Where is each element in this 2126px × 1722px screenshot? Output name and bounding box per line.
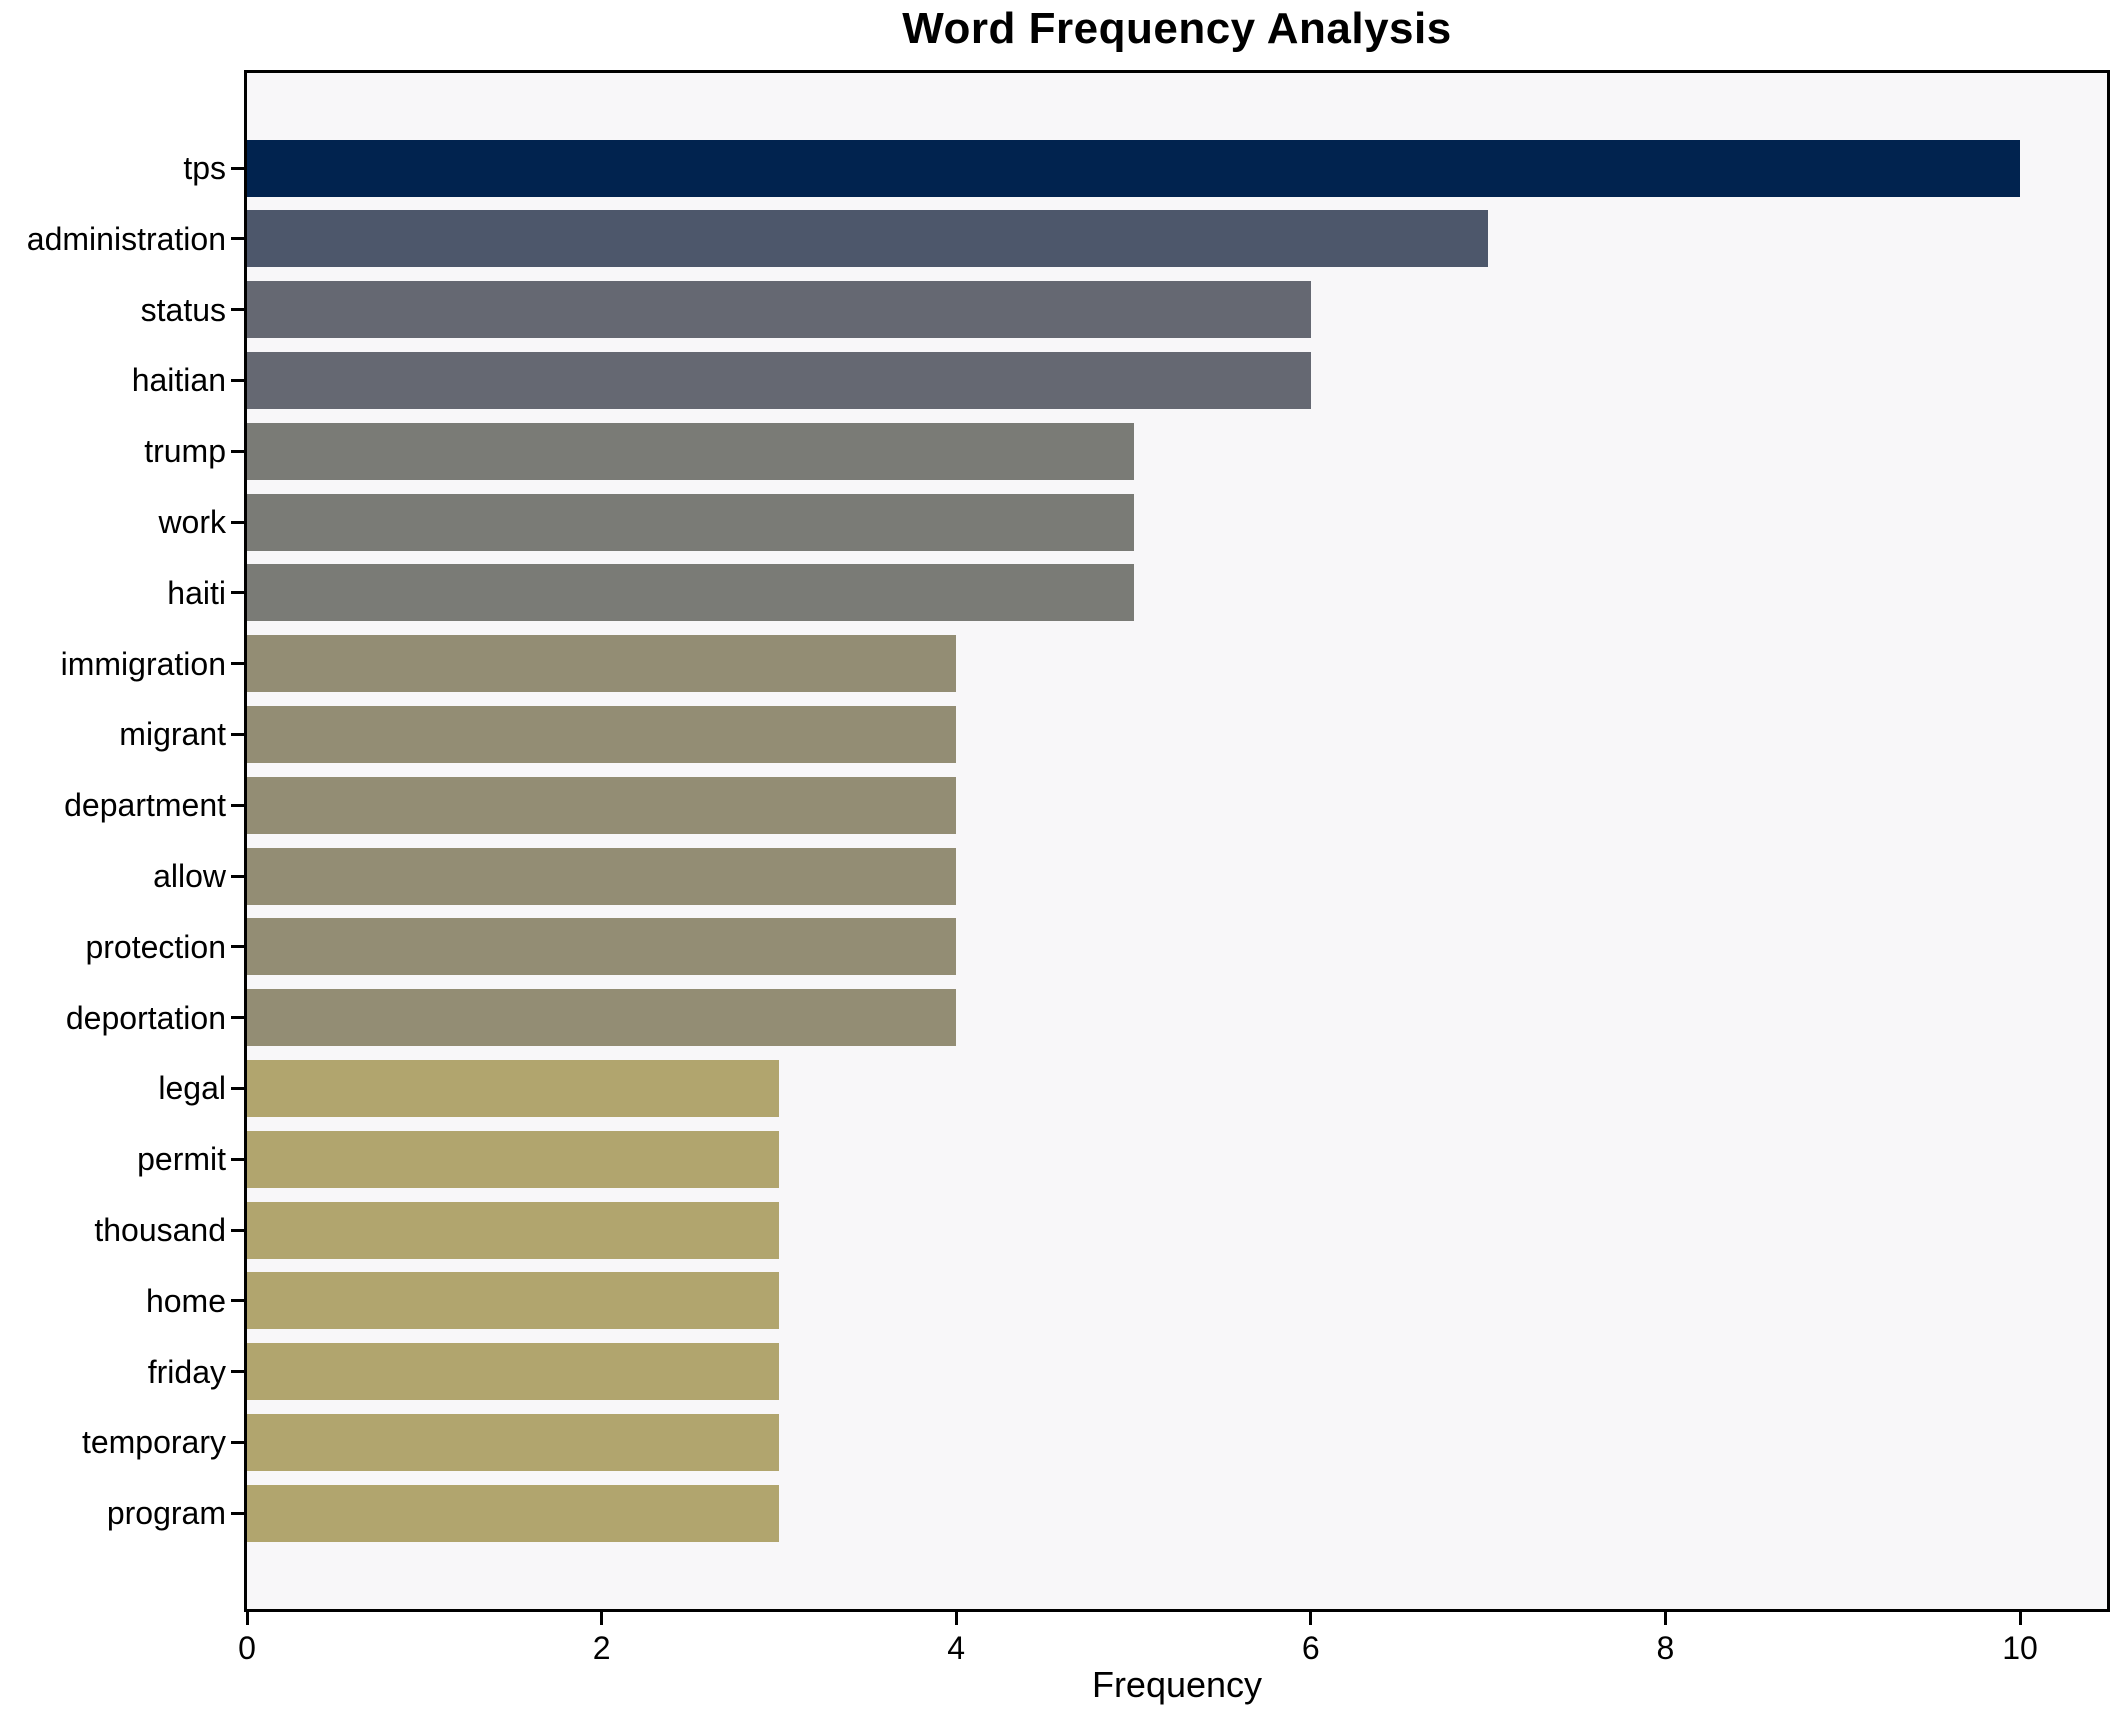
y-tick-mark — [231, 166, 244, 170]
y-tick-mark — [231, 1370, 244, 1374]
y-tick-mark — [231, 520, 244, 524]
bar-legal — [247, 1059, 779, 1117]
bar-department — [247, 776, 957, 834]
y-tick-label-deportation: deportation — [65, 999, 226, 1036]
bar-permit — [247, 1130, 779, 1188]
bar-haiti — [247, 564, 1134, 622]
bar-trump — [247, 422, 1134, 480]
bar-migrant — [247, 705, 957, 763]
y-tick-mark — [231, 1016, 244, 1020]
x-tick-mark — [600, 1612, 604, 1625]
y-tick-mark — [231, 1299, 244, 1303]
x-tick-label-8: 8 — [1656, 1630, 1675, 1666]
y-tick-mark — [231, 378, 244, 382]
y-tick-label-haitian: haitian — [131, 362, 226, 399]
y-tick-label-allow: allow — [153, 858, 226, 894]
bar-protection — [247, 918, 957, 976]
bar-thousand — [247, 1201, 779, 1259]
x-tick-mark — [2018, 1612, 2022, 1625]
y-tick-label-thousand: thousand — [94, 1212, 226, 1248]
bar-administration — [247, 210, 1489, 268]
y-tick-label-legal: legal — [158, 1070, 226, 1107]
x-tick-label-10: 10 — [2002, 1630, 2038, 1666]
bar-tps — [247, 139, 2020, 197]
y-tick-label-haiti: haiti — [167, 574, 226, 611]
y-tick-mark — [231, 1157, 244, 1161]
y-tick-mark — [231, 237, 244, 241]
y-tick-mark — [231, 945, 244, 949]
x-tick-label-0: 0 — [238, 1630, 256, 1666]
x-tick-mark — [954, 1612, 958, 1625]
x-tick-label-6: 6 — [1301, 1630, 1320, 1666]
y-tick-mark — [231, 1440, 244, 1444]
y-tick-label-home: home — [145, 1282, 226, 1319]
x-axis-label: Frequency — [1091, 1664, 1263, 1705]
y-tick-mark — [231, 1086, 244, 1090]
x-tick-label-4: 4 — [947, 1630, 966, 1666]
y-tick-label-friday: friday — [147, 1353, 226, 1390]
chart-title: Word Frequency Analysis — [902, 4, 1452, 53]
y-tick-mark — [231, 308, 244, 312]
bar-immigration — [247, 635, 957, 693]
bar-home — [247, 1272, 779, 1330]
y-tick-mark — [231, 1511, 244, 1515]
y-tick-label-trump: trump — [144, 433, 226, 470]
y-tick-label-migrant: migrant — [119, 716, 226, 753]
x-tick-mark — [1663, 1612, 1667, 1625]
y-tick-label-permit: permit — [137, 1141, 226, 1178]
y-tick-mark — [231, 803, 244, 807]
y-tick-mark — [231, 662, 244, 666]
bar-deportation — [247, 989, 957, 1047]
x-tick-mark — [245, 1612, 249, 1625]
bar-program — [247, 1484, 779, 1542]
y-tick-label-work: work — [158, 504, 226, 540]
y-tick-label-immigration: immigration — [60, 645, 226, 682]
y-tick-mark — [231, 1228, 244, 1232]
y-tick-mark — [231, 732, 244, 736]
y-tick-label-administration: administration — [26, 220, 226, 257]
bar-allow — [247, 847, 957, 905]
bar-haitian — [247, 351, 1311, 409]
y-tick-mark — [231, 449, 244, 453]
plot-area — [244, 70, 2110, 1612]
y-tick-label-tps: tps — [183, 150, 226, 186]
y-tick-mark — [231, 874, 244, 878]
y-tick-label-protection: protection — [85, 928, 226, 965]
y-tick-label-status: status — [140, 291, 226, 328]
x-tick-label-2: 2 — [592, 1630, 611, 1666]
bar-friday — [247, 1343, 779, 1401]
y-tick-label-temporary: temporary — [81, 1424, 226, 1461]
y-tick-label-program: program — [106, 1495, 226, 1532]
y-tick-mark — [231, 591, 244, 595]
x-tick-mark — [1309, 1612, 1313, 1625]
bar-temporary — [247, 1413, 779, 1471]
y-tick-label-department: department — [64, 787, 226, 824]
bar-work — [247, 493, 1134, 551]
bar-status — [247, 281, 1311, 339]
